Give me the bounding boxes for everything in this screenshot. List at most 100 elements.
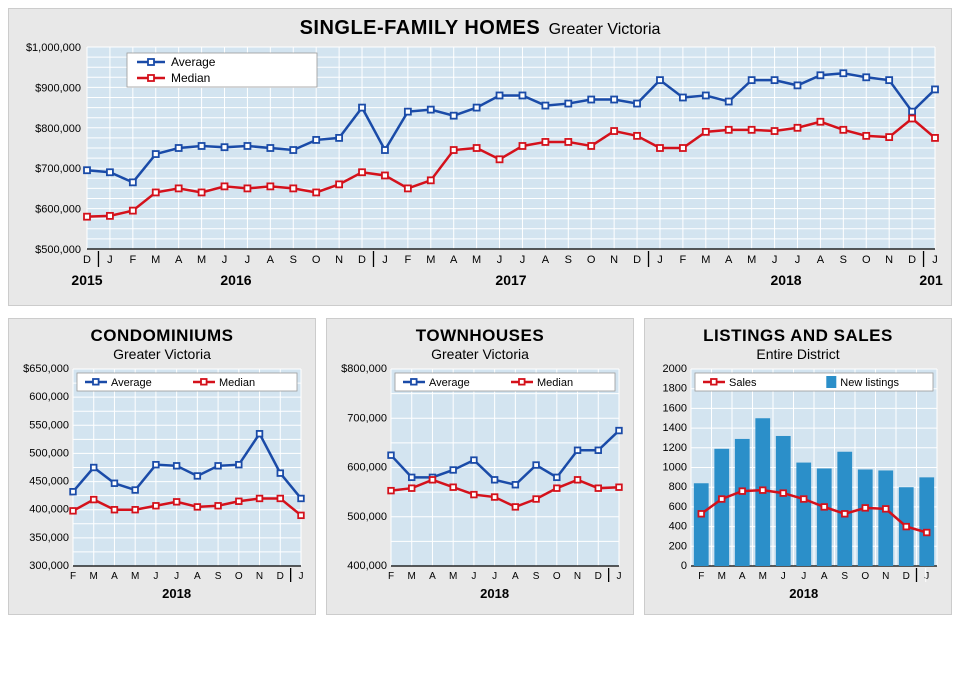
- svg-text:600,000: 600,000: [29, 391, 69, 403]
- svg-text:J: J: [781, 571, 786, 582]
- svg-text:2015: 2015: [71, 272, 102, 288]
- title-sub: Greater Victoria: [113, 346, 211, 362]
- svg-text:S: S: [565, 254, 572, 266]
- svg-text:2018: 2018: [789, 586, 818, 601]
- svg-text:400: 400: [669, 521, 687, 533]
- chart-title: CONDOMINIUMS Greater Victoria: [17, 327, 307, 363]
- svg-text:D: D: [903, 571, 910, 582]
- svg-text:N: N: [610, 254, 618, 266]
- svg-text:D: D: [83, 254, 91, 266]
- svg-text:Median: Median: [219, 377, 255, 389]
- svg-text:A: A: [817, 254, 825, 266]
- svg-text:J: J: [795, 254, 801, 266]
- svg-text:J: J: [153, 571, 158, 582]
- svg-text:M: M: [90, 571, 98, 582]
- svg-text:1200: 1200: [663, 442, 687, 454]
- svg-text:M: M: [759, 571, 767, 582]
- chart-title: SINGLE-FAMILY HOMES Greater Victoria: [19, 17, 941, 39]
- svg-text:M: M: [131, 571, 139, 582]
- svg-text:A: A: [450, 254, 458, 266]
- svg-text:O: O: [862, 254, 871, 266]
- svg-text:N: N: [335, 254, 343, 266]
- svg-text:Average: Average: [429, 377, 470, 389]
- svg-text:J: J: [520, 254, 526, 266]
- condo-panel: CONDOMINIUMS Greater Victoria 300,000350…: [8, 318, 316, 615]
- svg-text:A: A: [725, 254, 733, 266]
- title-sub: Greater Victoria: [431, 346, 529, 362]
- svg-text:$800,000: $800,000: [341, 363, 387, 375]
- svg-text:O: O: [312, 254, 321, 266]
- svg-text:Sales: Sales: [729, 377, 757, 389]
- svg-text:O: O: [587, 254, 596, 266]
- svg-text:300,000: 300,000: [29, 560, 69, 572]
- svg-text:700,000: 700,000: [347, 413, 387, 425]
- svg-text:2018: 2018: [162, 586, 191, 601]
- title-sub: Entire District: [756, 346, 839, 362]
- title-main: SINGLE-FAMILY HOMES: [300, 17, 541, 39]
- svg-text:Median: Median: [537, 377, 573, 389]
- townhouse-panel: TOWNHOUSES Greater Victoria 400,000 500,0…: [326, 318, 634, 615]
- svg-text:2000: 2000: [663, 363, 687, 375]
- svg-text:400,000: 400,000: [347, 560, 387, 572]
- svg-text:S: S: [841, 571, 848, 582]
- svg-text:500,000: 500,000: [29, 448, 69, 460]
- listings-panel: LISTINGS AND SALES Entire District 02004…: [644, 318, 952, 615]
- svg-text:S: S: [840, 254, 847, 266]
- svg-text:J: J: [245, 254, 251, 266]
- svg-text:F: F: [404, 254, 411, 266]
- svg-text:1600: 1600: [663, 403, 687, 415]
- svg-text:D: D: [358, 254, 366, 266]
- svg-text:F: F: [698, 571, 704, 582]
- svg-text:S: S: [215, 571, 222, 582]
- svg-text:1000: 1000: [663, 462, 687, 474]
- svg-text:A: A: [175, 254, 183, 266]
- svg-text:N: N: [882, 571, 889, 582]
- svg-text:D: D: [633, 254, 641, 266]
- svg-text:400,000: 400,000: [29, 504, 69, 516]
- svg-text:F: F: [70, 571, 76, 582]
- svg-text:$700,000: $700,000: [35, 163, 81, 175]
- svg-text:2017: 2017: [495, 272, 526, 288]
- svg-text:A: A: [429, 571, 436, 582]
- svg-text:J: J: [617, 571, 622, 582]
- svg-text:S: S: [533, 571, 540, 582]
- svg-text:Median: Median: [171, 71, 210, 85]
- svg-text:$600,000: $600,000: [35, 204, 81, 216]
- svg-text:M: M: [718, 571, 726, 582]
- svg-text:A: A: [739, 571, 746, 582]
- svg-text:$1,000,000: $1,000,000: [26, 42, 81, 54]
- svg-text:J: J: [801, 571, 806, 582]
- svg-text:0: 0: [681, 560, 687, 572]
- svg-text:J: J: [497, 254, 503, 266]
- svg-text:A: A: [111, 571, 118, 582]
- svg-text:600,000: 600,000: [347, 462, 387, 474]
- svg-text:M: M: [197, 254, 206, 266]
- svg-text:500,000: 500,000: [347, 511, 387, 523]
- svg-text:J: J: [471, 571, 476, 582]
- chart-title: LISTINGS AND SALES Entire District: [653, 327, 943, 363]
- condo-chart: 300,000350,000400,000450,000500,000550,0…: [17, 363, 307, 608]
- svg-text:450,000: 450,000: [29, 476, 69, 488]
- svg-text:O: O: [861, 571, 869, 582]
- svg-text:550,000: 550,000: [29, 420, 69, 432]
- svg-text:F: F: [129, 254, 136, 266]
- single-family-chart: $500,000$600,000$700,000$800,000$900,000…: [19, 39, 943, 299]
- svg-text:N: N: [256, 571, 263, 582]
- svg-text:D: D: [595, 571, 602, 582]
- svg-text:N: N: [885, 254, 893, 266]
- svg-text:M: M: [408, 571, 416, 582]
- title-main: TOWNHOUSES: [416, 326, 544, 345]
- svg-text:J: J: [932, 254, 938, 266]
- chart-title: TOWNHOUSES Greater Victoria: [335, 327, 625, 363]
- title-main: CONDOMINIUMS: [91, 326, 234, 345]
- svg-text:A: A: [267, 254, 275, 266]
- svg-text:F: F: [388, 571, 394, 582]
- svg-text:J: J: [657, 254, 663, 266]
- svg-text:600: 600: [669, 501, 687, 513]
- svg-text:J: J: [382, 254, 388, 266]
- svg-text:800: 800: [669, 481, 687, 493]
- svg-text:New listings: New listings: [840, 377, 899, 389]
- svg-text:2018: 2018: [770, 272, 801, 288]
- svg-text:Average: Average: [111, 377, 152, 389]
- svg-text:M: M: [151, 254, 160, 266]
